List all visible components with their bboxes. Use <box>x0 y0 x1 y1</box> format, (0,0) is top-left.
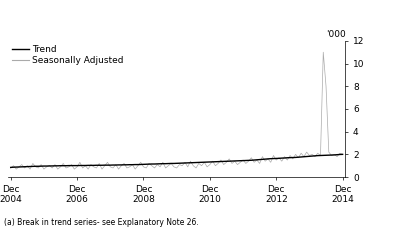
Text: '000: '000 <box>326 30 345 39</box>
Text: (a) Break in trend series- see Explanatory Note 26.: (a) Break in trend series- see Explanato… <box>4 218 199 227</box>
Legend: Trend, Seasonally Adjusted: Trend, Seasonally Adjusted <box>12 45 124 65</box>
